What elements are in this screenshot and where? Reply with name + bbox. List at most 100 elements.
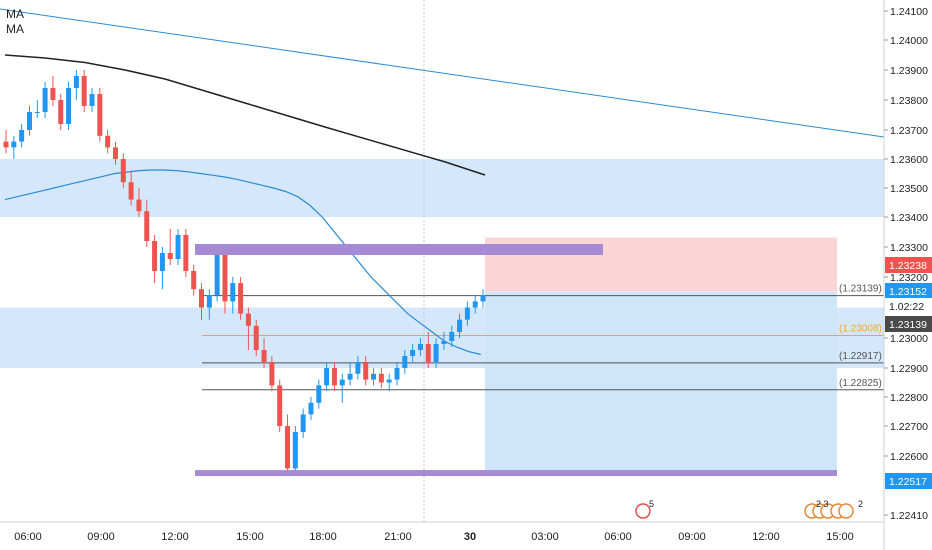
price-tick-label: 1.22410 xyxy=(890,510,928,522)
candle-body xyxy=(402,356,408,368)
time-tick-label: 21:00 xyxy=(384,531,412,543)
trendline[interactable] xyxy=(0,8,885,138)
time-tick-label: 09:00 xyxy=(87,531,115,543)
candle-body xyxy=(3,141,9,148)
candle-body xyxy=(73,76,79,88)
price-tick-label: 1.23700 xyxy=(890,125,928,137)
candle-body xyxy=(214,253,220,296)
ma-fast-line xyxy=(4,169,481,356)
candle-body xyxy=(230,283,236,302)
purple-levels[interactable] xyxy=(195,244,837,477)
candle-body xyxy=(464,307,470,320)
candle-body xyxy=(292,432,298,469)
candle-body xyxy=(425,344,431,362)
candle-body xyxy=(410,350,416,356)
candle-body xyxy=(66,88,72,124)
ma-slow-line xyxy=(4,54,486,176)
ma-label-1[interactable]: MA xyxy=(6,7,24,21)
price-tick-label: 1.23600 xyxy=(890,154,928,166)
candle-body xyxy=(378,373,384,383)
candle-body xyxy=(371,373,377,380)
price-tick-label: 1.22600 xyxy=(890,451,928,463)
candle-body xyxy=(253,325,259,350)
candle-body xyxy=(144,211,150,241)
candle-body xyxy=(363,362,369,380)
indicator-legend: MA MA xyxy=(6,7,24,37)
candle-body xyxy=(58,100,64,124)
price-tick-label: 1.23000 xyxy=(890,333,928,345)
level-label: (1.23139) xyxy=(839,284,882,295)
price-tick-label: 1.23200 xyxy=(890,272,928,284)
candle-body xyxy=(261,350,267,362)
price-tick-label: 1.24100 xyxy=(890,6,928,18)
candle-body xyxy=(331,368,337,386)
price-tick-label: 1.23500 xyxy=(890,183,928,195)
news-count: 2 xyxy=(858,499,863,509)
stop-zone[interactable] xyxy=(485,291,837,474)
candle-body xyxy=(472,301,478,308)
time-tick-label: 30 xyxy=(464,531,476,543)
candle-body xyxy=(112,147,118,159)
time-axis[interactable]: 06:00 09:00 12:00 15:00 18:00 21:00 30 03:00 06:… xyxy=(0,521,884,543)
event-icon[interactable] xyxy=(635,503,651,519)
candle-body xyxy=(191,271,197,290)
candle-body xyxy=(199,289,204,308)
event-count: 5 xyxy=(649,499,654,509)
price-tick-label: 1.22900 xyxy=(890,363,928,375)
candle-body xyxy=(269,362,275,386)
candle-body xyxy=(167,253,173,259)
position-tool[interactable] xyxy=(485,237,837,474)
price-tick-label: 1.22700 xyxy=(890,421,928,433)
support-level[interactable] xyxy=(195,470,837,477)
price-badge[interactable] xyxy=(885,473,932,489)
time-tick-label: 12:00 xyxy=(161,531,189,543)
candle-body xyxy=(394,368,400,380)
candle-body xyxy=(89,94,95,106)
ma-label-2[interactable]: MA xyxy=(6,22,24,36)
candle-body xyxy=(26,112,32,130)
resistance-level[interactable] xyxy=(195,244,603,255)
candle-body xyxy=(206,295,212,308)
candle-body xyxy=(245,313,251,326)
level-label: (1.22917) xyxy=(839,351,882,362)
price-tick-label: 1.23300 xyxy=(890,242,928,254)
candle-body xyxy=(34,112,40,113)
price-tick-label: 1.23900 xyxy=(890,65,928,77)
candle-body xyxy=(159,253,165,271)
candle-body xyxy=(42,88,48,112)
candle-body xyxy=(324,368,330,386)
time-tick-label: 03:00 xyxy=(531,531,559,543)
news-flag-icon[interactable] xyxy=(838,503,854,519)
candle-body xyxy=(97,94,103,136)
moving-averages xyxy=(0,8,885,356)
level-lines: (1.23139) (1.23008) (1.22917) (1.22825) xyxy=(202,0,884,522)
candle-body xyxy=(417,344,423,350)
candle-body xyxy=(19,130,25,142)
candle-body xyxy=(285,426,291,469)
candle-body xyxy=(339,379,345,386)
candle-body xyxy=(50,88,56,100)
price-tick-label: 1.23800 xyxy=(890,95,928,107)
level-label: (1.22825) xyxy=(839,378,882,389)
price-axis[interactable]: 1.24100 1.24000 1.23900 1.23800 1.23700 1.236… xyxy=(883,0,932,550)
time-tick-label: 06:00 xyxy=(14,531,42,543)
candle-body xyxy=(480,295,486,302)
price-badge[interactable] xyxy=(885,283,932,299)
price-tick-label: 1.24000 xyxy=(890,35,928,47)
price-badge[interactable] xyxy=(885,298,932,314)
price-badge[interactable] xyxy=(885,316,932,332)
news-count: 2 3 xyxy=(816,499,829,509)
candle-body xyxy=(308,402,314,415)
candle-body xyxy=(81,76,87,106)
supply-zone xyxy=(0,159,884,217)
time-tick-label: 06:00 xyxy=(604,531,632,543)
event-badges[interactable]: 5 2 3 2 xyxy=(635,499,863,519)
candle-body xyxy=(105,135,111,148)
candle-body xyxy=(222,253,228,302)
time-tick-label: 18:00 xyxy=(309,531,337,543)
price-badge-label: 1.23238 xyxy=(889,260,927,272)
price-badge-label: 1.02:22 xyxy=(889,301,924,313)
price-tick-label: 1.22800 xyxy=(890,392,928,404)
price-badge[interactable] xyxy=(885,257,932,273)
